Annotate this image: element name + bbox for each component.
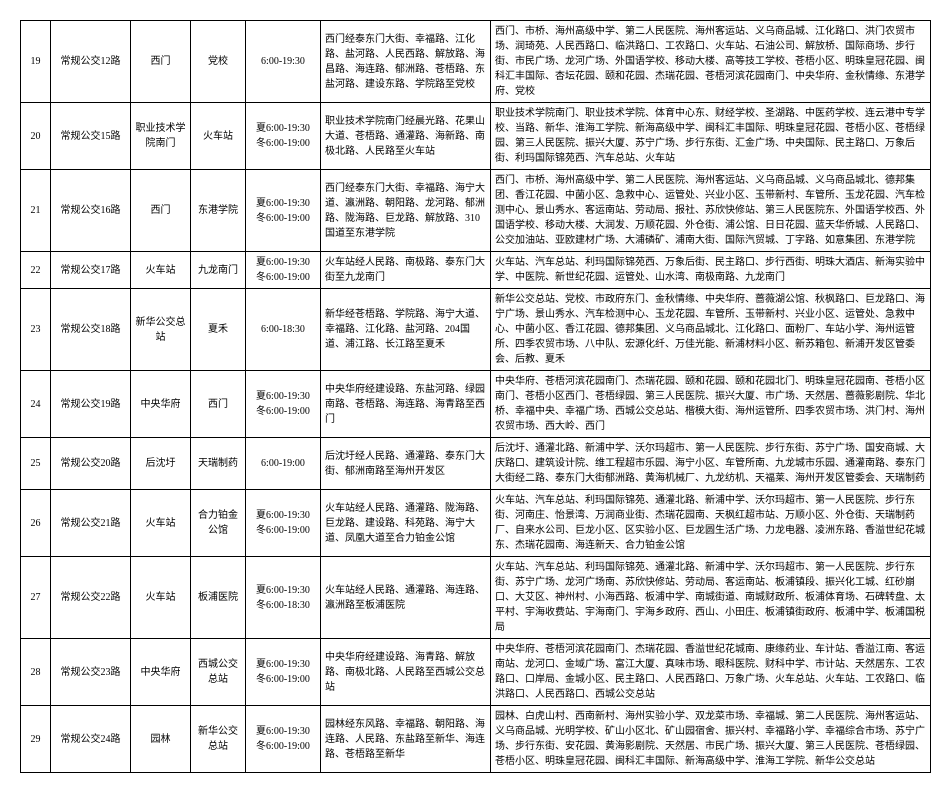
table-row: 23常规公交18路新华公交总站夏禾6:00-18:30新华经苍梧路、学院路、海宁… <box>21 289 931 371</box>
start-station: 新华公交总站 <box>131 289 191 371</box>
via-roads: 火车站经人民路、南极路、泰东门大街至九龙南门 <box>321 252 491 289</box>
route-name: 常规公交18路 <box>51 289 131 371</box>
table-row: 20常规公交15路职业技术学院南门火车站夏6:00-19:30 冬6:00-19… <box>21 103 931 170</box>
operating-hours: 6:00-19:00 <box>246 438 321 490</box>
route-name: 常规公交24路 <box>51 706 131 773</box>
via-roads: 火车站经人民路、通灌路、陇海路、巨龙路、建设路、科苑路、海宁大道、凤凰大道至合力… <box>321 490 491 557</box>
row-number: 27 <box>21 557 51 639</box>
operating-hours: 夏6:00-19:30 冬6:00-19:00 <box>246 103 321 170</box>
route-name: 常规公交17路 <box>51 252 131 289</box>
end-station: 西城公交总站 <box>191 639 246 706</box>
end-station: 九龙南门 <box>191 252 246 289</box>
via-roads: 中央华府经建设路、海青路、解放路、南极北路、人民路至西城公交总站 <box>321 639 491 706</box>
route-name: 常规公交21路 <box>51 490 131 557</box>
start-station: 中央华府 <box>131 639 191 706</box>
via-roads: 西门经泰东门大街、幸福路、江化路、盐河路、人民西路、解放路、海昌路、海连路、郁洲… <box>321 21 491 103</box>
end-station: 天瑞制药 <box>191 438 246 490</box>
route-name: 常规公交22路 <box>51 557 131 639</box>
via-roads: 园林经东风路、幸福路、朝阳路、海连路、人民路、东盐路至新华、海连路、苍梧路至新华 <box>321 706 491 773</box>
operating-hours: 夏6:00-19:30 冬6:00-19:00 <box>246 252 321 289</box>
operating-hours: 夏6:00-19:30 冬6:00-19:00 <box>246 371 321 438</box>
row-number: 20 <box>21 103 51 170</box>
via-roads: 中央华府经建设路、东盐河路、绿园南路、苍梧路、海连路、海青路至西门 <box>321 371 491 438</box>
end-station: 合力铂金公馆 <box>191 490 246 557</box>
start-station: 职业技术学院南门 <box>131 103 191 170</box>
stop-list: 后沈圩、通灌北路、新浦中学、沃尔玛超市、第一人民医院、步行东街、苏宁广场、国安商… <box>491 438 931 490</box>
route-name: 常规公交15路 <box>51 103 131 170</box>
end-station: 新华公交总站 <box>191 706 246 773</box>
route-name: 常规公交12路 <box>51 21 131 103</box>
via-roads: 新华经苍梧路、学院路、海宁大道、幸福路、江化路、盐河路、204国道、浦江路、长江… <box>321 289 491 371</box>
end-station: 火车站 <box>191 103 246 170</box>
stop-list: 西门、市桥、海州高级中学、第二人民医院、海州客运站、义乌商品城、江化路口、洪门农… <box>491 21 931 103</box>
row-number: 26 <box>21 490 51 557</box>
row-number: 22 <box>21 252 51 289</box>
row-number: 28 <box>21 639 51 706</box>
row-number: 19 <box>21 21 51 103</box>
row-number: 25 <box>21 438 51 490</box>
start-station: 火车站 <box>131 557 191 639</box>
route-name: 常规公交20路 <box>51 438 131 490</box>
stop-list: 职业技术学院南门、职业技术学院、体育中心东、财经学校、圣湖路、中医药学校、连云港… <box>491 103 931 170</box>
start-station: 中央华府 <box>131 371 191 438</box>
start-station: 园林 <box>131 706 191 773</box>
stop-list: 中央华府、苍梧河滨花园南门、杰瑞花园、颐和花园、颐和花园北门、明珠皇冠花园南、苍… <box>491 371 931 438</box>
end-station: 东港学院 <box>191 170 246 252</box>
start-station: 后沈圩 <box>131 438 191 490</box>
stop-list: 园林、白虎山村、西南新村、海州实验小学、双龙菜市场、幸福城、第二人民医院、海州客… <box>491 706 931 773</box>
via-roads: 火车站经人民路、通灌路、海连路、瀛洲路至板浦医院 <box>321 557 491 639</box>
end-station: 夏禾 <box>191 289 246 371</box>
table-row: 26常规公交21路火车站合力铂金公馆夏6:00-19:30 冬6:00-19:0… <box>21 490 931 557</box>
stop-list: 新华公交总站、党校、市政府东门、金秋情缘、中央华府、蔷薇湖公馆、秋枫路口、巨龙路… <box>491 289 931 371</box>
end-station: 板浦医院 <box>191 557 246 639</box>
table-row: 19常规公交12路西门党校6:00-19:30西门经泰东门大街、幸福路、江化路、… <box>21 21 931 103</box>
stop-list: 西门、市桥、海州高级中学、第二人民医院、海州客运站、义乌商品城、义乌商品城北、德… <box>491 170 931 252</box>
table-row: 22常规公交17路火车站九龙南门夏6:00-19:30 冬6:00-19:00火… <box>21 252 931 289</box>
row-number: 21 <box>21 170 51 252</box>
row-number: 29 <box>21 706 51 773</box>
operating-hours: 6:00-18:30 <box>246 289 321 371</box>
table-row: 21常规公交16路西门东港学院夏6:00-19:30 冬6:00-19:00西门… <box>21 170 931 252</box>
route-name: 常规公交19路 <box>51 371 131 438</box>
table-row: 24常规公交19路中央华府西门夏6:00-19:30 冬6:00-19:00中央… <box>21 371 931 438</box>
operating-hours: 6:00-19:30 <box>246 21 321 103</box>
stop-list: 火车站、汽车总站、利玛国际锦苑西、万象后街、民主路口、步行西街、明珠大酒店、新海… <box>491 252 931 289</box>
operating-hours: 夏6:00-19:30 冬6:00-19:00 <box>246 706 321 773</box>
end-station: 党校 <box>191 21 246 103</box>
table-row: 25常规公交20路后沈圩天瑞制药6:00-19:00后沈圩经人民路、通灌路、泰东… <box>21 438 931 490</box>
row-number: 24 <box>21 371 51 438</box>
row-number: 23 <box>21 289 51 371</box>
via-roads: 职业技术学院南门经晨光路、花果山大道、苍梧路、通灌路、海新路、南极北路、人民路至… <box>321 103 491 170</box>
table-row: 27常规公交22路火车站板浦医院夏6:00-19:30 冬6:00-18:30火… <box>21 557 931 639</box>
table-row: 28常规公交23路中央华府西城公交总站夏6:00-19:30 冬6:00-19:… <box>21 639 931 706</box>
stop-list: 火车站、汽车总站、利玛国际锦苑、通灌北路、新浦中学、沃尔玛超市、第一人民医院、步… <box>491 490 931 557</box>
end-station: 西门 <box>191 371 246 438</box>
stop-list: 中央华府、苍梧河滨花园南门、杰瑞花园、香溢世纪花城南、康缘药业、车计站、香溢江南… <box>491 639 931 706</box>
start-station: 火车站 <box>131 252 191 289</box>
operating-hours: 夏6:00-19:30 冬6:00-19:00 <box>246 490 321 557</box>
stop-list: 火车站、汽车总站、利玛国际锦苑、通灌北路、新浦中学、沃尔玛超市、第一人民医院、步… <box>491 557 931 639</box>
start-station: 西门 <box>131 170 191 252</box>
via-roads: 后沈圩经人民路、通灌路、泰东门大街、郁洲南路至海州开发区 <box>321 438 491 490</box>
operating-hours: 夏6:00-19:30 冬6:00-19:00 <box>246 639 321 706</box>
operating-hours: 夏6:00-19:30 冬6:00-18:30 <box>246 557 321 639</box>
start-station: 火车站 <box>131 490 191 557</box>
operating-hours: 夏6:00-19:30 冬6:00-19:00 <box>246 170 321 252</box>
route-name: 常规公交23路 <box>51 639 131 706</box>
route-name: 常规公交16路 <box>51 170 131 252</box>
start-station: 西门 <box>131 21 191 103</box>
bus-routes-table: 19常规公交12路西门党校6:00-19:30西门经泰东门大街、幸福路、江化路、… <box>20 20 931 773</box>
via-roads: 西门经泰东门大街、幸福路、海宁大道、瀛洲路、朝阳路、龙河路、郁洲路、陇海路、巨龙… <box>321 170 491 252</box>
table-row: 29常规公交24路园林新华公交总站夏6:00-19:30 冬6:00-19:00… <box>21 706 931 773</box>
